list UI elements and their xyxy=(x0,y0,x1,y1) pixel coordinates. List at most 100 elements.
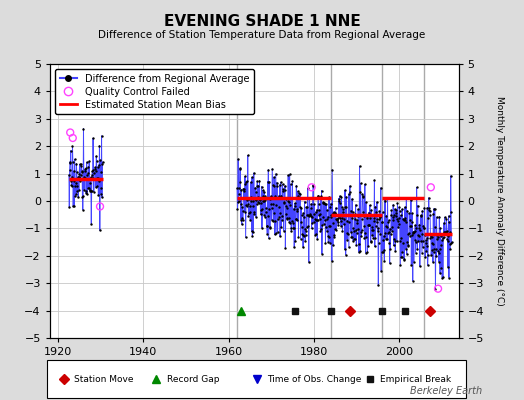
Point xyxy=(97,133,106,139)
Point xyxy=(254,194,262,200)
Point xyxy=(245,210,254,216)
Point xyxy=(234,198,243,204)
Point xyxy=(301,232,310,238)
Point xyxy=(94,192,103,198)
Point xyxy=(373,219,381,225)
Point xyxy=(236,166,244,172)
Point xyxy=(306,211,314,217)
Point xyxy=(91,166,99,172)
Point xyxy=(383,224,391,230)
Point xyxy=(299,210,308,216)
Point xyxy=(379,237,387,243)
Point xyxy=(353,230,361,236)
Point xyxy=(407,223,415,230)
Text: Difference of Station Temperature Data from Regional Average: Difference of Station Temperature Data f… xyxy=(99,30,425,40)
Point xyxy=(383,223,391,230)
Point xyxy=(352,242,361,249)
Point xyxy=(281,211,290,217)
Point xyxy=(436,225,444,231)
Point xyxy=(346,229,355,235)
Point xyxy=(345,244,353,250)
Point xyxy=(391,238,399,244)
Point xyxy=(320,221,328,227)
Point xyxy=(447,208,455,215)
Point xyxy=(328,212,336,218)
Point xyxy=(252,214,260,220)
Point xyxy=(65,172,73,178)
Point xyxy=(328,166,336,173)
Point xyxy=(376,214,384,220)
Point xyxy=(401,216,409,223)
Point xyxy=(412,225,420,232)
Point xyxy=(309,194,317,201)
Point xyxy=(333,218,342,225)
Point xyxy=(391,248,399,254)
Point xyxy=(80,186,89,193)
Point xyxy=(394,224,402,231)
Point xyxy=(319,199,328,205)
Point xyxy=(310,211,318,218)
Point xyxy=(380,257,388,264)
Point xyxy=(399,216,408,223)
Point xyxy=(428,240,436,246)
Point xyxy=(339,228,347,234)
Point xyxy=(307,212,315,219)
Point xyxy=(439,274,447,280)
Point xyxy=(309,182,318,188)
Point xyxy=(66,166,74,173)
Point xyxy=(83,191,91,197)
Point xyxy=(313,236,322,242)
Point xyxy=(92,158,101,164)
Point xyxy=(351,235,359,242)
Point xyxy=(362,234,370,241)
Point xyxy=(380,196,389,202)
Point xyxy=(241,209,249,215)
Point xyxy=(372,223,380,229)
Point xyxy=(255,196,263,202)
Point xyxy=(440,233,448,240)
Point xyxy=(276,182,284,188)
Point xyxy=(243,178,251,184)
Point xyxy=(417,212,425,219)
Point xyxy=(425,205,433,212)
Point xyxy=(331,210,339,216)
Point xyxy=(282,214,291,221)
Point xyxy=(411,222,419,228)
Point xyxy=(247,194,256,200)
Point xyxy=(246,209,254,215)
Point xyxy=(389,242,398,249)
Point xyxy=(88,188,96,194)
Point xyxy=(282,203,290,209)
Point xyxy=(359,212,368,219)
Point xyxy=(364,222,372,228)
Point xyxy=(264,167,272,173)
Point xyxy=(411,228,419,234)
Point xyxy=(348,196,356,202)
Point xyxy=(387,207,396,214)
Point xyxy=(256,211,265,218)
Point xyxy=(289,224,297,231)
Point xyxy=(316,193,325,200)
Point xyxy=(406,217,414,223)
Point xyxy=(387,212,395,219)
Point xyxy=(72,168,81,175)
Point xyxy=(280,187,289,194)
Point xyxy=(261,197,270,203)
Point xyxy=(343,236,351,243)
Point xyxy=(240,188,248,194)
Point xyxy=(73,183,81,189)
Point xyxy=(346,183,354,189)
Point xyxy=(347,208,355,214)
Point xyxy=(75,171,83,177)
Point xyxy=(362,199,370,206)
Point xyxy=(235,185,244,192)
Point xyxy=(360,223,368,230)
Point xyxy=(404,231,412,237)
Point xyxy=(252,189,260,196)
Point xyxy=(237,216,245,223)
Point xyxy=(345,189,354,196)
Point xyxy=(392,207,400,214)
Point xyxy=(340,221,348,228)
Point xyxy=(90,170,99,176)
Point xyxy=(433,236,441,242)
